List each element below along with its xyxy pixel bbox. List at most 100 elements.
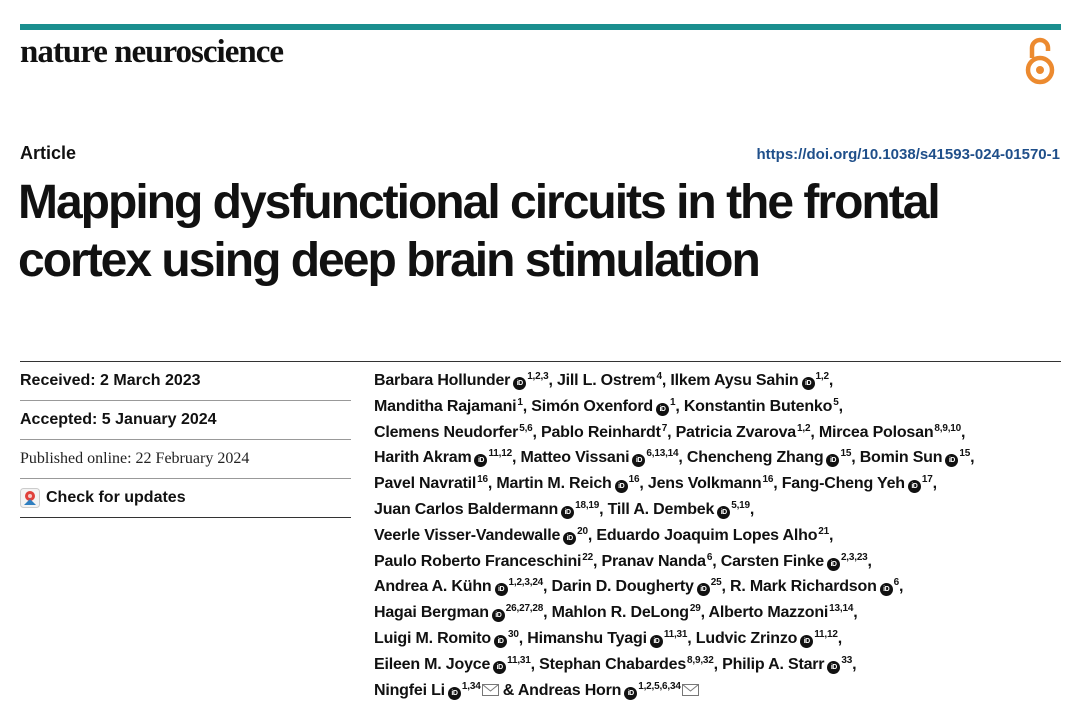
- orcid-icon[interactable]: [649, 634, 663, 648]
- author-name-text: Eileen M. Joyce: [374, 655, 491, 673]
- orcid-icon[interactable]: [800, 634, 814, 648]
- received-date: Received: 2 March 2023: [20, 362, 351, 401]
- author-name-text: Martin M. Reich: [496, 475, 612, 493]
- author-separator: ,: [829, 526, 834, 544]
- orcid-icon[interactable]: [614, 480, 628, 494]
- affiliation-numbers: 1,2,3: [527, 371, 549, 382]
- author-name[interactable]: Matteo Vissani 6,13,14,: [520, 449, 686, 468]
- orcid-icon[interactable]: [447, 686, 461, 700]
- orcid-icon[interactable]: [717, 505, 731, 519]
- author-name[interactable]: Jill L. Ostrem4,: [557, 372, 670, 390]
- published-date: Published online: 22 February 2024: [20, 440, 351, 479]
- author-name[interactable]: Veerle Visser-Vandewalle 20,: [374, 526, 596, 545]
- author-separator: ,: [530, 655, 540, 673]
- affiliation-numbers: 25: [710, 577, 722, 589]
- author-name[interactable]: Eileen M. Joyce 11,31,: [374, 654, 540, 674]
- author-name[interactable]: Barbara Hollunder 1,2,3,: [374, 371, 557, 390]
- author-name[interactable]: Till A. Dembek 5,19,: [608, 500, 754, 519]
- author-name-text: Jens Volkmann: [647, 475, 762, 493]
- affiliation-numbers: 11,31: [507, 654, 531, 666]
- author-name-text: Luigi M. Romito: [374, 629, 491, 647]
- email-icon[interactable]: [681, 683, 699, 696]
- author-separator: ,: [518, 629, 528, 647]
- orcid-icon[interactable]: [655, 402, 669, 416]
- affiliation-numbers: 1: [517, 396, 523, 408]
- author-name-text: Bomin Sun: [859, 449, 943, 467]
- author-name[interactable]: Eduardo Joaquim Lopes Alho21,: [596, 526, 834, 544]
- orcid-icon[interactable]: [563, 531, 577, 545]
- author-name[interactable]: Juan Carlos Baldermann 18,19,: [374, 500, 608, 519]
- orcid-icon[interactable]: [632, 454, 646, 468]
- author-name[interactable]: Stephan Chabardes8,9,32,: [539, 655, 722, 673]
- author-name[interactable]: Ilkem Aysu Sahin 1,2,: [670, 372, 833, 390]
- orcid-icon[interactable]: [624, 686, 638, 700]
- affiliation-numbers: 6: [706, 551, 713, 563]
- author-name[interactable]: Pranav Nanda6,: [602, 551, 721, 570]
- journal-name[interactable]: nature neuroscience: [20, 34, 284, 70]
- author-name[interactable]: Luigi M. Romito 30,: [374, 629, 528, 648]
- author-name[interactable]: Carsten Finke 2,3,23,: [721, 552, 872, 571]
- author-name[interactable]: Manditha Rajamani1,: [374, 396, 531, 415]
- orcid-icon[interactable]: [801, 377, 815, 390]
- orcid-icon[interactable]: [494, 583, 508, 597]
- author-name-text: Paulo Roberto Franceschini: [374, 552, 582, 570]
- author-name[interactable]: Himanshu Tyagi 11,31,: [527, 629, 696, 648]
- section-divider: [20, 361, 1061, 362]
- orcid-icon[interactable]: [826, 454, 840, 468]
- author-name[interactable]: Patricia Zvarova1,2,: [676, 422, 819, 441]
- article-title: Mapping dysfunctional circuits in the fr…: [18, 174, 1068, 290]
- affiliation-numbers: 1,2: [797, 422, 811, 434]
- author-separator: ,: [687, 629, 696, 647]
- check-for-updates-button[interactable]: Check for updates: [20, 479, 351, 518]
- author-name-text: R. Mark Richardson: [729, 578, 877, 596]
- orcid-icon[interactable]: [561, 505, 575, 519]
- orcid-icon[interactable]: [493, 634, 507, 648]
- orcid-icon[interactable]: [696, 583, 710, 597]
- orcid-icon[interactable]: [493, 660, 507, 674]
- orcid-icon[interactable]: [491, 609, 505, 623]
- author-separator: ,: [867, 552, 872, 570]
- author-name[interactable]: Darin D. Dougherty 25,: [552, 577, 730, 597]
- orcid-icon[interactable]: [827, 660, 841, 674]
- author-name[interactable]: Paulo Roberto Franceschini22,: [374, 552, 602, 570]
- author-separator: ,: [721, 578, 730, 596]
- author-name-text: Hagai Bergman: [374, 604, 489, 622]
- orcid-icon[interactable]: [474, 454, 488, 468]
- orcid-icon[interactable]: [879, 583, 893, 597]
- open-access-lock-icon[interactable]: [1022, 36, 1058, 86]
- author-separator: ,: [852, 655, 857, 673]
- author-name[interactable]: Alberto Mazzoni13,14,: [708, 604, 857, 622]
- author-name[interactable]: Jens Volkmann16,: [647, 475, 782, 493]
- author-name[interactable]: Hagai Bergman 26,27,28,: [374, 604, 552, 623]
- author-name[interactable]: Chencheng Zhang 15,: [687, 449, 860, 468]
- author-name[interactable]: Andreas Horn 1,2,5,6,34: [518, 681, 699, 700]
- author-name[interactable]: Ningfei Li 1,34 &: [374, 681, 518, 700]
- author-name[interactable]: Bomin Sun 15,: [859, 449, 975, 468]
- author-separator: ,: [837, 629, 842, 647]
- orcid-icon[interactable]: [826, 557, 840, 571]
- author-name[interactable]: R. Mark Richardson 6,: [729, 578, 903, 597]
- author-name[interactable]: Clemens Neudorfer5,6,: [374, 423, 541, 441]
- orcid-icon[interactable]: [513, 377, 527, 390]
- author-name[interactable]: Philip A. Starr 33,: [722, 655, 857, 674]
- author-name[interactable]: Pablo Reinhardt7,: [541, 423, 676, 441]
- author-separator: ,: [511, 449, 521, 467]
- author-name-text: Simón Oxenford: [531, 397, 653, 415]
- author-name[interactable]: Konstantin Butenko5,: [684, 397, 843, 415]
- author-separator: ,: [548, 372, 557, 389]
- orcid-icon[interactable]: [907, 480, 921, 494]
- author-name[interactable]: Andrea A. Kühn 1,2,3,24,: [374, 578, 552, 597]
- author-name[interactable]: Ludvic Zrinzo 11,12,: [696, 628, 842, 648]
- email-icon[interactable]: [481, 683, 499, 696]
- author-name[interactable]: Mircea Polosan8,9,10,: [819, 423, 966, 441]
- author-name[interactable]: Pavel Navratil16,: [374, 475, 496, 493]
- author-name[interactable]: Harith Akram 11,12,: [374, 449, 521, 468]
- doi-link[interactable]: https://doi.org/10.1038/s41593-024-01570…: [756, 146, 1061, 163]
- author-name[interactable]: Martin M. Reich 16,: [496, 475, 647, 494]
- author-name[interactable]: Fang-Cheng Yeh 17,: [782, 475, 937, 494]
- orcid-icon[interactable]: [945, 454, 959, 468]
- author-name[interactable]: Mahlon R. DeLong29,: [552, 604, 709, 622]
- author-name-text: Ilkem Aysu Sahin: [670, 372, 799, 389]
- author-name[interactable]: Simón Oxenford 1,: [531, 397, 684, 416]
- affiliation-numbers: 11,12: [814, 628, 838, 640]
